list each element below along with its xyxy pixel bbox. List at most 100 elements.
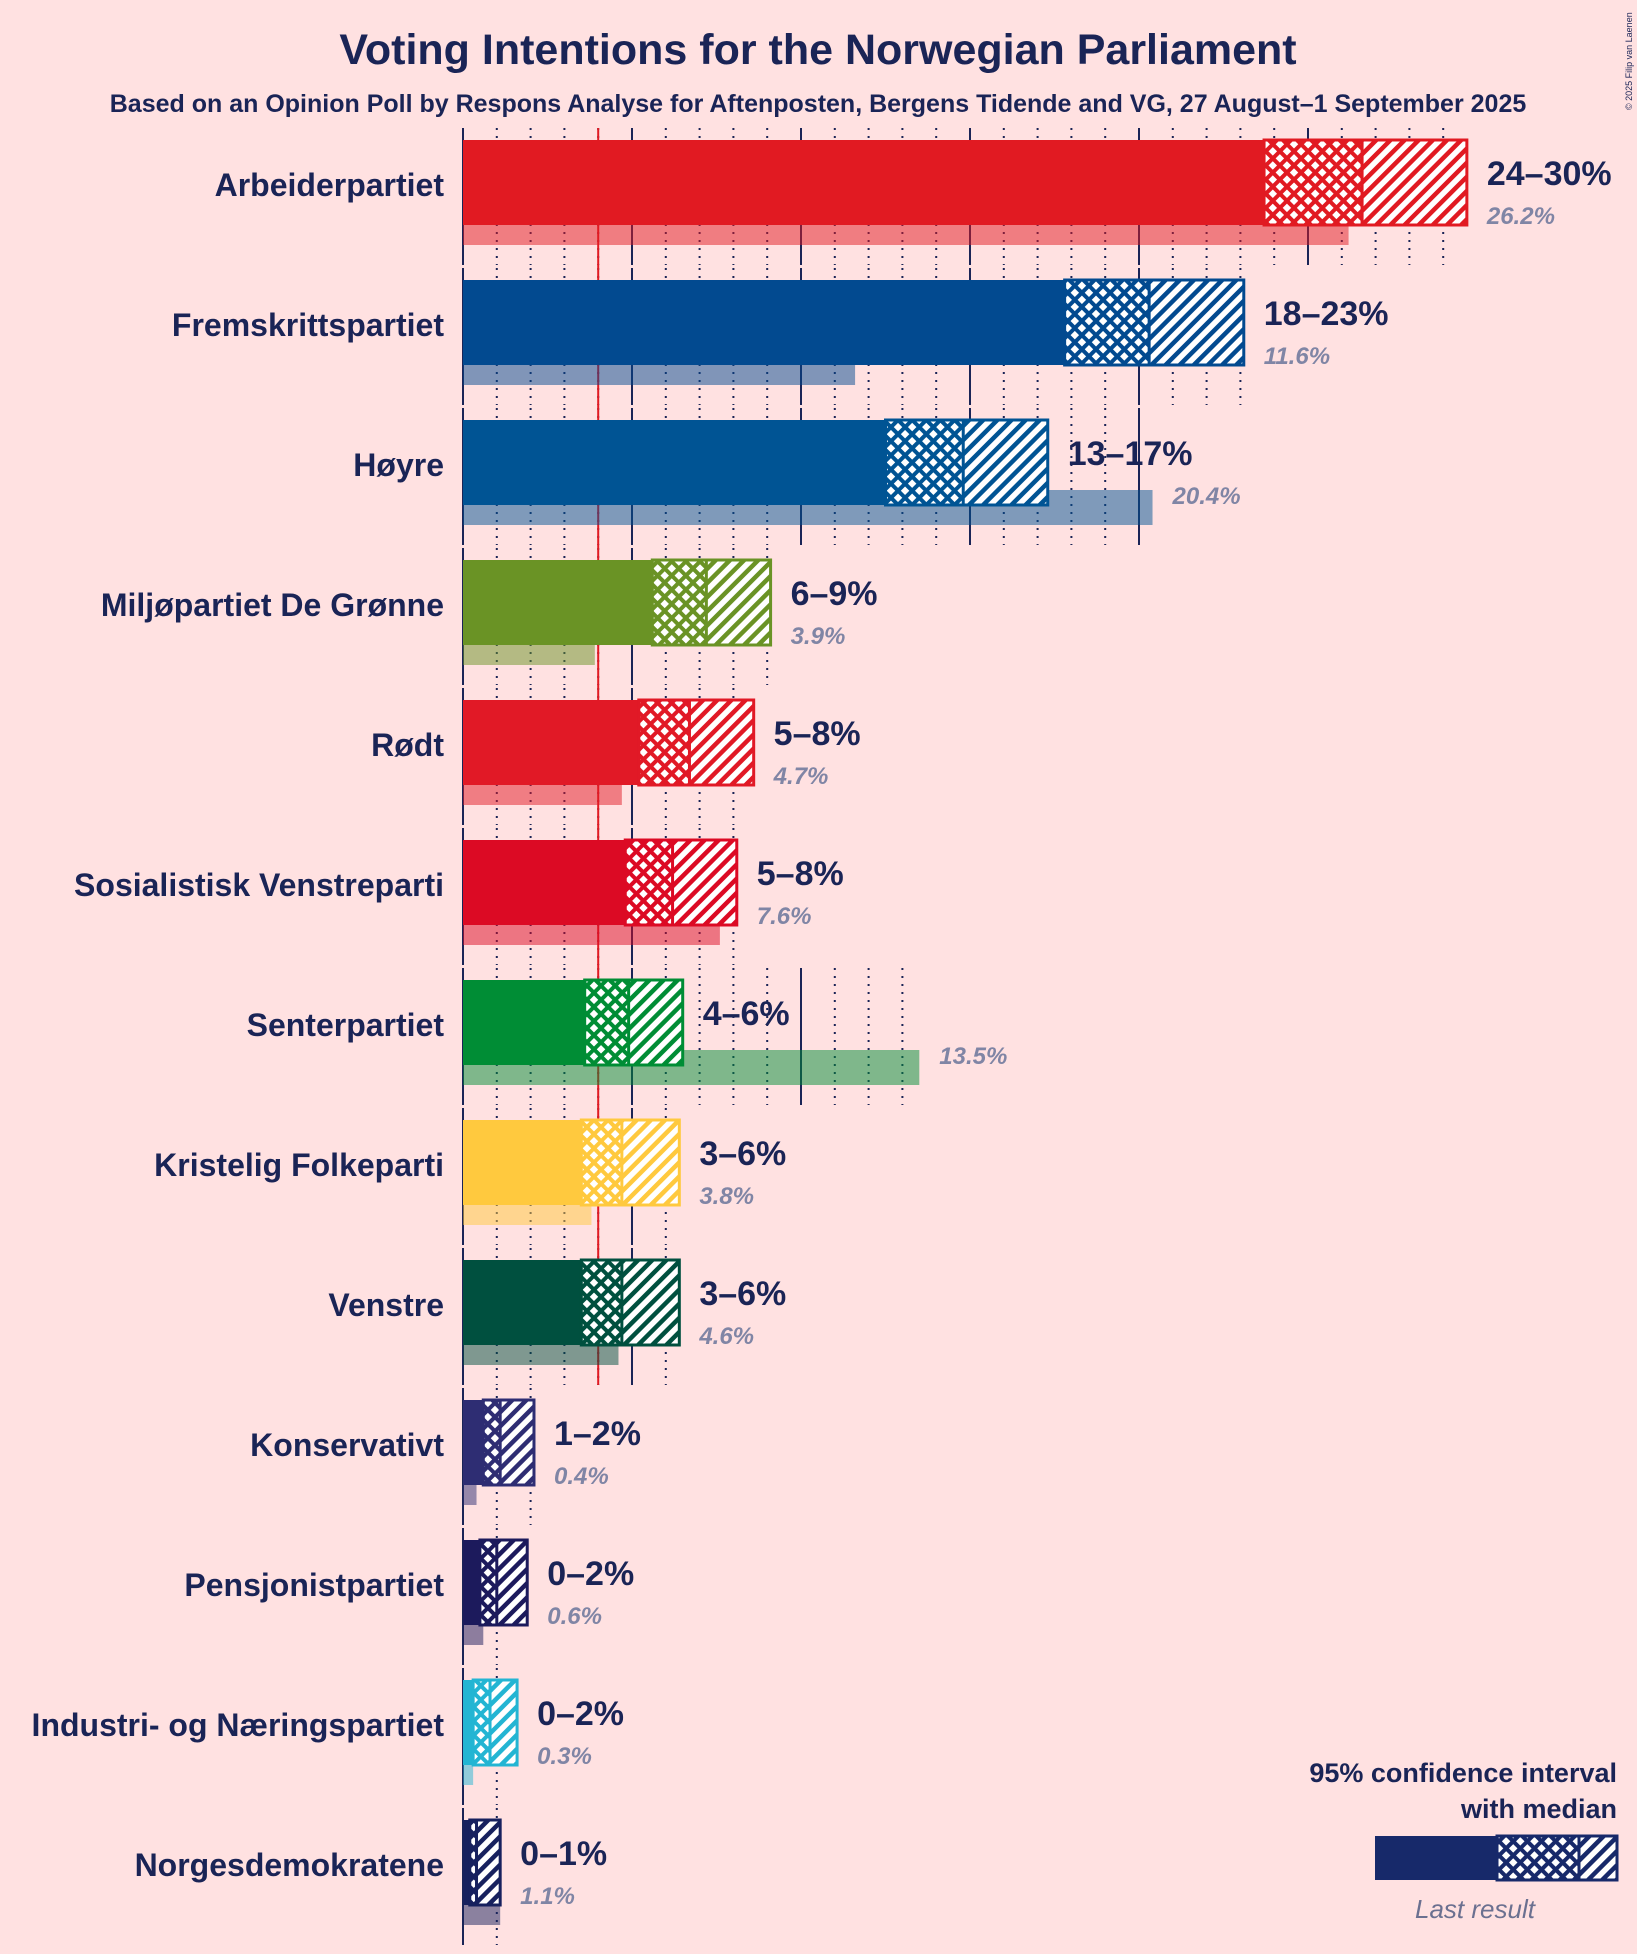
party-label: Pensjonistpartiet [184, 1567, 444, 1603]
ci-solid-bar [463, 1540, 480, 1625]
ci-hatch-bar [621, 1260, 680, 1345]
ci-crosshatch-bar [885, 420, 964, 505]
last-result-label: 26.2% [1486, 203, 1555, 230]
ci-outline [478, 1538, 529, 1627]
legend: 95% confidence interval with median Last… [1309, 1758, 1619, 1924]
last-result-label: 11.6% [1264, 343, 1330, 370]
ci-outline [481, 1398, 536, 1487]
ci-range-label: 0–1% [520, 1835, 607, 1873]
ci-solid-bar [463, 420, 886, 505]
ci-hatch-bar [621, 1120, 680, 1205]
legend-outline [1495, 1834, 1619, 1882]
ci-crosshatch-bar [625, 840, 673, 925]
ci-hatch-bar [689, 700, 754, 785]
party-row: Rødt 5–8% 4.7% [371, 698, 861, 805]
bars: Arbeiderpartiet 24–30% 26.2% Fremskrittspar… [32, 138, 1612, 1925]
party-label: Arbeiderpartiet [215, 167, 445, 203]
ci-solid-bar [463, 280, 1065, 365]
ci-crosshatch-bar [1264, 140, 1363, 225]
ci-solid-bar [463, 560, 653, 645]
party-row: Konservativt 1–2% 0.4% [250, 1398, 641, 1505]
legend-title-line2: with median [1460, 1794, 1617, 1824]
ci-hatch-bar [476, 1820, 501, 1905]
party-row: Industri- og Næringspartiet 0–2% 0.3% [32, 1678, 624, 1785]
ci-range-label: 24–30% [1487, 155, 1612, 193]
ci-hatch-bar [706, 560, 771, 645]
party-label: Norgesdemokratene [135, 1847, 444, 1883]
ci-solid-bar [463, 840, 626, 925]
ci-range-label: 5–8% [757, 855, 844, 893]
ci-hatch-bar [496, 1540, 528, 1625]
ci-range-label: 1–2% [554, 1415, 641, 1453]
party-label: Fremskrittspartiet [172, 307, 444, 343]
ci-outline [579, 1118, 681, 1207]
legend-hatch-bar [1579, 1836, 1617, 1880]
ci-crosshatch-bar [581, 1120, 622, 1205]
last-result-label: 3.8% [699, 1183, 754, 1210]
last-result-label: 20.4% [1172, 483, 1241, 510]
party-row: Pensjonistpartiet 0–2% 0.6% [184, 1538, 634, 1645]
ci-outline [1262, 138, 1469, 227]
ci-solid-bar [463, 1400, 484, 1485]
ci-crosshatch-bar [479, 1540, 497, 1625]
ci-outline [623, 838, 739, 927]
chart-title: Voting Intentions for the Norwegian Parl… [339, 26, 1296, 74]
ci-outline [1063, 278, 1246, 367]
party-row: Senterpartiet 4–6% 13.5% [247, 978, 1007, 1085]
party-row: Høyre 13–17% 20.4% [353, 418, 1241, 525]
last-result-label: 13.5% [939, 1043, 1007, 1070]
ci-solid-bar [463, 980, 585, 1065]
party-label: Sosialistisk Venstreparti [74, 867, 444, 903]
ci-range-label: 13–17% [1068, 435, 1193, 473]
party-label: Miljøpartiet De Grønne [101, 587, 444, 623]
last-result-label: 7.6% [757, 903, 812, 930]
ci-hatch-bar [1149, 280, 1244, 365]
party-row: Kristelig Folkeparti 3–6% 3.8% [154, 1118, 786, 1225]
ci-crosshatch-bar [1064, 280, 1150, 365]
ci-outline [468, 1818, 502, 1907]
legend-solid-bar [1375, 1836, 1497, 1880]
ci-crosshatch-bar [652, 560, 707, 645]
last-result-label: 0.6% [547, 1603, 602, 1630]
ci-solid-bar [463, 140, 1265, 225]
ci-hatch-bar [1362, 140, 1467, 225]
last-result-label: 0.4% [554, 1463, 609, 1490]
legend-title-line1: 95% confidence interval [1309, 1758, 1617, 1788]
ci-range-label: 3–6% [699, 1135, 786, 1173]
last-result-label: 1.1% [520, 1883, 575, 1910]
ci-hatch-bar [500, 1400, 534, 1485]
ci-range-label: 4–6% [703, 995, 790, 1033]
ci-outline [884, 418, 1050, 507]
copyright-text: © 2025 Filip van Laenen [1624, 12, 1634, 110]
party-label: Industri- og Næringspartiet [32, 1707, 445, 1743]
ci-range-label: 0–2% [537, 1695, 624, 1733]
ci-range-label: 0–2% [547, 1555, 634, 1593]
legend-last-result-label: Last result [1415, 1894, 1537, 1924]
ci-crosshatch-bar [473, 1680, 491, 1765]
ci-solid-bar [463, 1260, 582, 1345]
party-label: Senterpartiet [247, 1007, 445, 1043]
party-row: Sosialistisk Venstreparti 5–8% 7.6% [74, 838, 844, 945]
last-result-label: 3.9% [791, 623, 846, 650]
last-result-label: 4.6% [698, 1323, 754, 1350]
ci-hatch-bar [628, 980, 683, 1065]
legend-crosshatch-bar [1497, 1836, 1579, 1880]
party-row: Fremskrittspartiet 18–23% 11.6% [172, 278, 1389, 385]
ci-crosshatch-bar [584, 980, 629, 1065]
party-row: Norgesdemokratene 0–1% 1.1% [135, 1818, 607, 1925]
ci-crosshatch-bar [581, 1260, 622, 1345]
ci-hatch-bar [490, 1680, 518, 1765]
chart-subtitle: Based on an Opinion Poll by Respons Anal… [110, 90, 1527, 118]
last-result-bar [463, 1750, 474, 1785]
ci-range-label: 3–6% [699, 1275, 786, 1313]
ci-solid-bar [463, 1820, 470, 1905]
ci-range-label: 5–8% [774, 715, 861, 753]
party-label: Venstre [328, 1287, 444, 1323]
party-label: Kristelig Folkeparti [154, 1147, 444, 1183]
ci-crosshatch-bar [638, 700, 690, 785]
party-row: Venstre 3–6% 4.6% [328, 1258, 786, 1365]
ci-solid-bar [463, 1680, 474, 1765]
ci-outline [579, 1258, 681, 1347]
